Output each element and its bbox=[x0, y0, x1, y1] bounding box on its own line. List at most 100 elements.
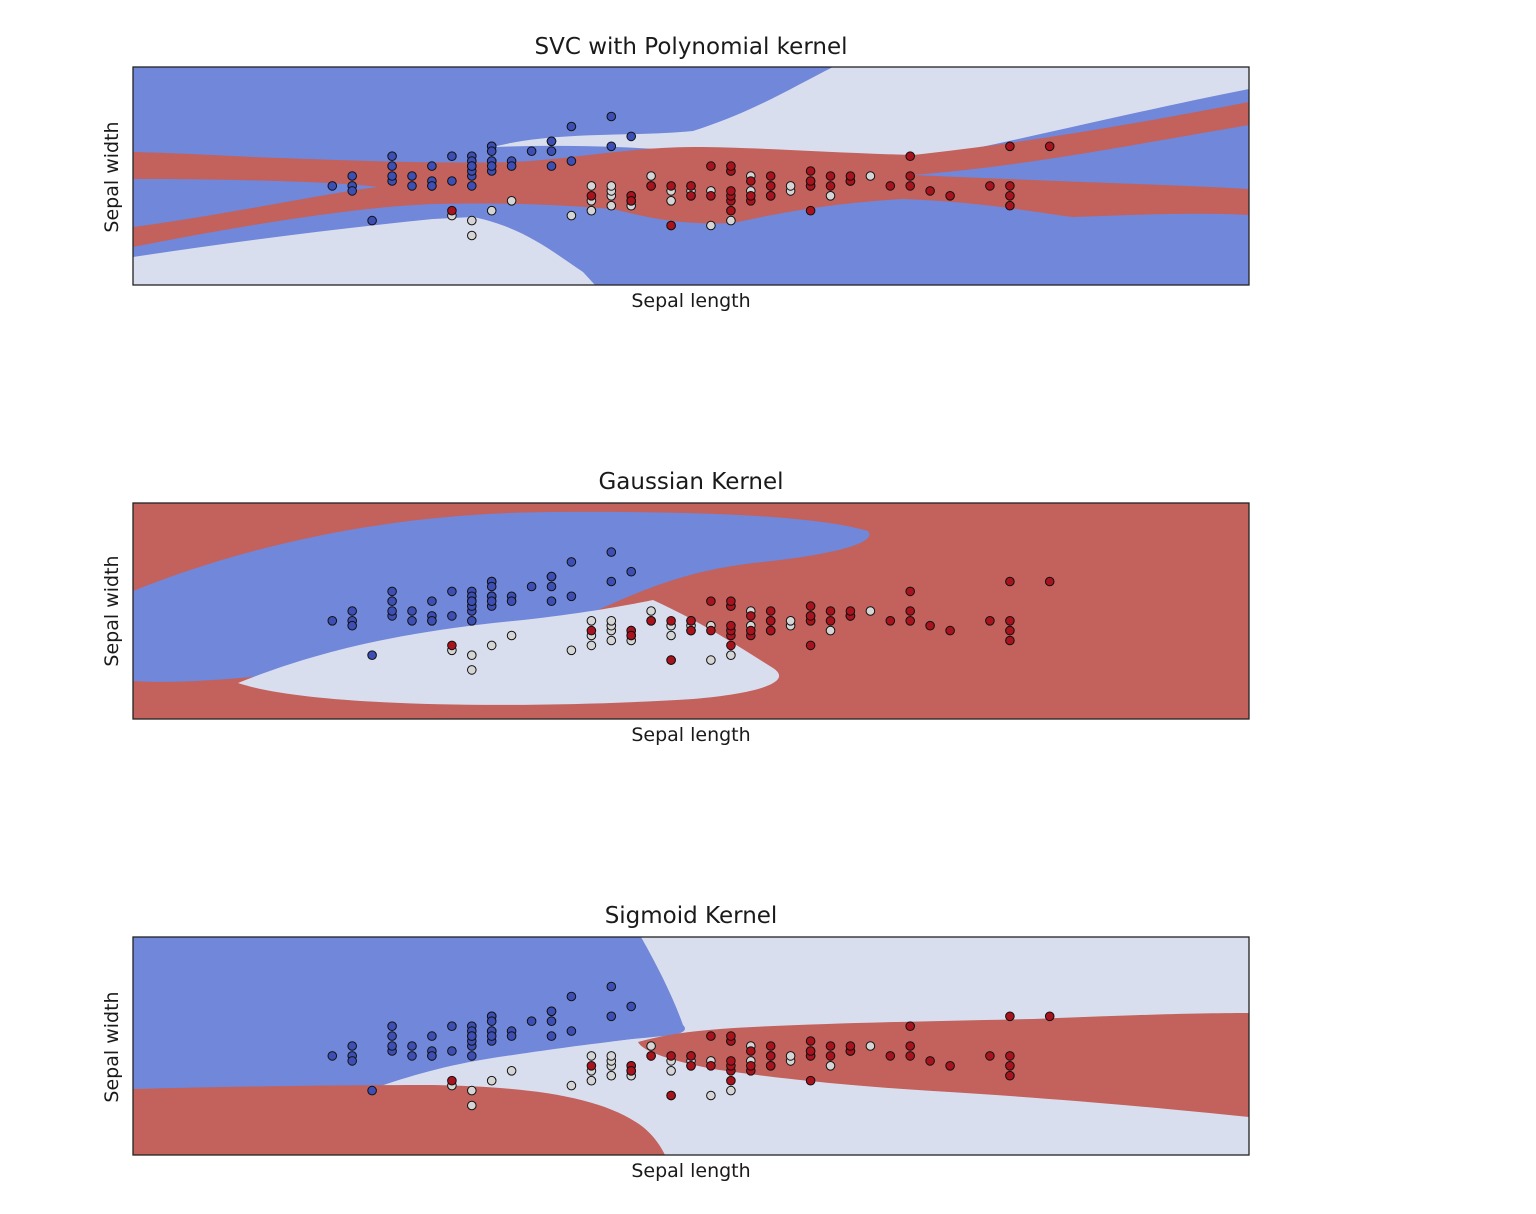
data-point-class-2 bbox=[765, 1041, 776, 1051]
data-point-class-2 bbox=[686, 181, 696, 191]
data-point-class-0 bbox=[347, 171, 357, 181]
data-point-class-2 bbox=[626, 196, 637, 206]
data-point-class-2 bbox=[805, 176, 816, 186]
data-point-class-0 bbox=[387, 1021, 397, 1031]
data-point-class-2 bbox=[805, 611, 816, 621]
data-point-class-1 bbox=[646, 606, 656, 616]
data-point-class-2 bbox=[726, 596, 736, 606]
data-point-class-2 bbox=[945, 1061, 955, 1071]
data-point-class-2 bbox=[905, 1041, 916, 1051]
data-point-class-1 bbox=[646, 171, 656, 181]
data-point-class-1 bbox=[706, 220, 716, 231]
data-point-class-0 bbox=[407, 616, 417, 626]
data-point-class-0 bbox=[387, 1041, 397, 1051]
data-point-class-2 bbox=[666, 181, 676, 191]
region-class-1 bbox=[133, 217, 595, 285]
data-point-class-2 bbox=[1044, 576, 1055, 587]
y-axis-label: Sepal width bbox=[101, 121, 123, 232]
data-point-class-2 bbox=[905, 171, 916, 181]
data-point-class-2 bbox=[726, 1031, 736, 1041]
plot-area-sigmoid bbox=[133, 937, 1249, 1155]
data-point-class-1 bbox=[646, 1041, 656, 1051]
data-point-class-2 bbox=[765, 1061, 776, 1071]
plot-area-gaussian bbox=[133, 503, 1249, 719]
data-point-class-0 bbox=[387, 1031, 397, 1041]
data-point-class-2 bbox=[925, 1056, 935, 1066]
data-point-class-1 bbox=[825, 1061, 836, 1071]
data-point-class-1 bbox=[467, 1085, 477, 1096]
plot-area-polynomial bbox=[133, 67, 1249, 285]
data-point-class-0 bbox=[486, 161, 497, 171]
data-point-class-2 bbox=[1005, 1061, 1015, 1071]
data-point-class-2 bbox=[666, 655, 676, 665]
data-point-class-2 bbox=[1005, 1070, 1015, 1081]
data-point-class-2 bbox=[805, 166, 816, 176]
axes-frame bbox=[132, 502, 1250, 720]
data-point-class-1 bbox=[865, 171, 876, 181]
data-point-class-0 bbox=[626, 1001, 637, 1012]
data-point-class-0 bbox=[566, 1026, 577, 1036]
data-point-class-0 bbox=[367, 650, 377, 660]
data-point-class-2 bbox=[765, 606, 776, 616]
data-point-class-1 bbox=[586, 1075, 597, 1086]
data-point-class-1 bbox=[467, 215, 477, 226]
data-point-class-0 bbox=[546, 1031, 557, 1041]
data-point-class-1 bbox=[606, 635, 617, 646]
data-point-class-0 bbox=[367, 1085, 377, 1096]
data-point-class-2 bbox=[805, 205, 816, 216]
region-class-2 bbox=[638, 1013, 1249, 1117]
data-point-class-2 bbox=[746, 191, 756, 201]
data-point-class-2 bbox=[805, 640, 816, 651]
data-point-class-2 bbox=[985, 1051, 995, 1061]
data-point-class-2 bbox=[845, 606, 856, 616]
data-point-class-2 bbox=[765, 625, 776, 636]
data-point-class-1 bbox=[586, 181, 597, 191]
data-point-class-0 bbox=[486, 1031, 497, 1041]
data-point-class-0 bbox=[606, 111, 617, 122]
data-point-class-0 bbox=[526, 1016, 537, 1026]
data-point-class-0 bbox=[566, 156, 577, 166]
data-point-class-0 bbox=[447, 1046, 457, 1056]
data-point-class-0 bbox=[347, 1041, 357, 1051]
y-axis-label: Sepal width bbox=[101, 555, 123, 666]
data-point-class-1 bbox=[785, 1051, 796, 1061]
data-point-class-1 bbox=[726, 1085, 736, 1096]
data-point-class-0 bbox=[347, 186, 357, 196]
data-point-class-2 bbox=[666, 1090, 676, 1101]
data-point-class-2 bbox=[706, 596, 716, 606]
data-point-class-0 bbox=[566, 121, 577, 132]
data-point-class-0 bbox=[427, 596, 437, 606]
data-point-class-1 bbox=[606, 1051, 617, 1061]
data-point-class-0 bbox=[407, 1051, 417, 1061]
data-point-class-1 bbox=[726, 650, 736, 660]
data-point-class-0 bbox=[427, 181, 437, 191]
data-point-class-2 bbox=[686, 1061, 696, 1071]
data-point-class-0 bbox=[367, 215, 377, 226]
data-point-class-0 bbox=[606, 981, 617, 992]
data-point-class-0 bbox=[566, 591, 577, 602]
data-point-class-2 bbox=[726, 1075, 736, 1086]
data-point-class-2 bbox=[726, 205, 736, 216]
data-point-class-2 bbox=[447, 205, 457, 216]
axes-frame bbox=[132, 936, 1250, 1156]
data-point-class-2 bbox=[945, 625, 955, 636]
data-point-class-0 bbox=[606, 141, 617, 152]
data-point-class-0 bbox=[506, 1031, 517, 1041]
data-point-class-2 bbox=[646, 181, 656, 191]
data-point-class-0 bbox=[447, 611, 457, 621]
data-point-class-1 bbox=[467, 650, 477, 660]
data-point-class-2 bbox=[765, 191, 776, 201]
data-point-class-1 bbox=[586, 1051, 597, 1061]
data-point-class-0 bbox=[467, 161, 477, 171]
data-point-class-2 bbox=[1005, 635, 1015, 646]
data-point-class-0 bbox=[467, 1051, 477, 1061]
data-point-class-0 bbox=[546, 571, 557, 582]
data-point-class-2 bbox=[945, 191, 955, 201]
data-point-class-1 bbox=[785, 181, 796, 191]
data-point-class-0 bbox=[606, 547, 617, 557]
chart-title: Gaussian Kernel bbox=[598, 469, 783, 495]
data-point-class-0 bbox=[447, 176, 457, 186]
data-point-class-2 bbox=[765, 181, 776, 191]
data-point-class-0 bbox=[506, 161, 517, 171]
data-point-class-0 bbox=[467, 1031, 477, 1041]
